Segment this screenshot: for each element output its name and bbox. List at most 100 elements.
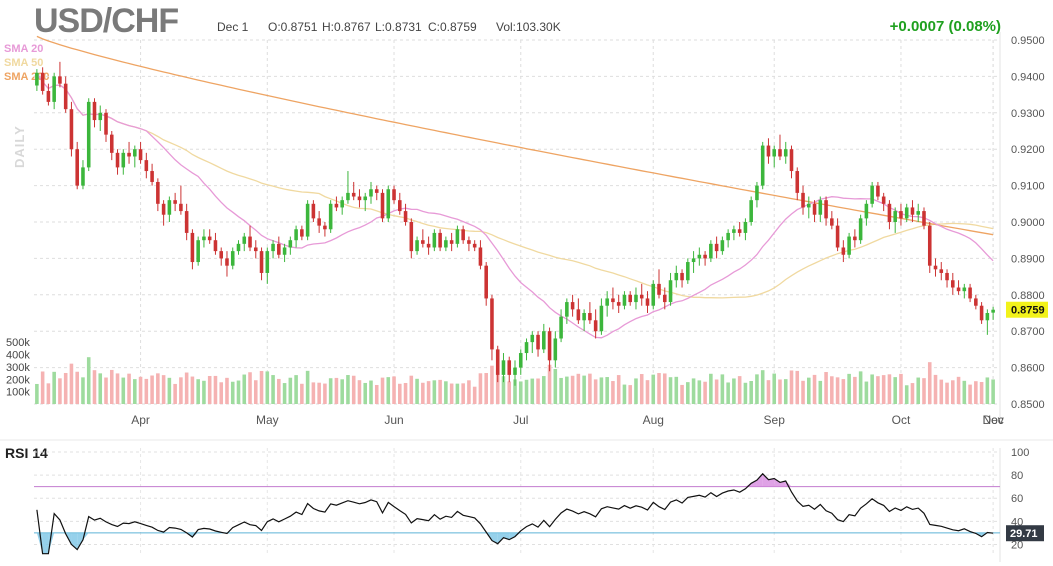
candle-body bbox=[870, 185, 874, 204]
candle-body bbox=[300, 229, 304, 237]
volume-bar bbox=[46, 383, 51, 404]
volume-bar bbox=[876, 376, 880, 404]
volume-bar bbox=[92, 370, 97, 404]
candle-body bbox=[501, 360, 506, 375]
candle-body bbox=[184, 211, 189, 233]
rsi-oversold-fill bbox=[77, 532, 83, 550]
volume-bar bbox=[962, 380, 967, 404]
candle-body bbox=[703, 254, 707, 259]
volume-bar bbox=[985, 377, 990, 404]
rsi-value-label: 29.71 bbox=[1010, 528, 1038, 540]
candle-body bbox=[115, 152, 120, 168]
candle-body bbox=[363, 196, 368, 201]
volume-bar bbox=[530, 378, 535, 404]
rsi-overbought-fill bbox=[785, 481, 792, 487]
volume-bar bbox=[478, 373, 483, 404]
candle-body bbox=[46, 90, 51, 102]
volume-bar bbox=[593, 379, 598, 404]
volume-bar bbox=[547, 364, 552, 404]
candle-body bbox=[294, 229, 298, 241]
volume-bar bbox=[899, 373, 903, 404]
candle-body bbox=[864, 203, 869, 219]
volume-bar bbox=[887, 374, 892, 404]
volume-bar bbox=[956, 376, 961, 404]
volume-bar bbox=[847, 373, 851, 404]
candle-body bbox=[709, 243, 713, 259]
volume-bar bbox=[225, 377, 229, 404]
volume-bar bbox=[536, 378, 540, 404]
candle-body bbox=[518, 353, 523, 368]
volume-bar bbox=[524, 379, 529, 404]
sma50-line bbox=[36, 72, 994, 299]
candle-body bbox=[737, 229, 742, 233]
rsi-oversold-fill bbox=[36, 532, 43, 554]
volume-bar bbox=[974, 381, 978, 404]
volume-bar bbox=[553, 368, 558, 404]
rsi-tick-label: 100 bbox=[1011, 447, 1029, 459]
candle-body bbox=[910, 207, 915, 215]
candle-body bbox=[922, 211, 926, 226]
volume-bar bbox=[703, 381, 707, 404]
volume-bar bbox=[778, 379, 782, 404]
candle-body bbox=[472, 243, 477, 248]
volume-bar bbox=[305, 370, 310, 404]
volume-bar bbox=[196, 379, 200, 404]
candle-body bbox=[847, 236, 851, 255]
candle-body bbox=[444, 240, 448, 248]
candle-body bbox=[662, 294, 667, 303]
candle-body bbox=[467, 240, 471, 244]
candle-body bbox=[812, 203, 817, 215]
volume-tick-label: 200k bbox=[6, 374, 30, 386]
candle-body bbox=[686, 262, 690, 281]
rsi-overbought-fill bbox=[774, 478, 780, 487]
candle-body bbox=[645, 298, 650, 306]
rsi-overbought-fill bbox=[756, 473, 763, 487]
candle-body bbox=[207, 236, 212, 241]
volume-bar bbox=[340, 379, 344, 404]
candle-body bbox=[605, 298, 609, 306]
candle-body bbox=[691, 258, 696, 263]
price-tick-label: 0.9100 bbox=[1011, 181, 1045, 193]
volume-bar bbox=[858, 371, 863, 404]
rsi-title: RSI 14 bbox=[5, 445, 48, 461]
candle-body bbox=[622, 294, 627, 306]
volume-bar bbox=[121, 377, 126, 404]
candle-body bbox=[323, 225, 327, 230]
volume-bar bbox=[421, 382, 425, 404]
volume-bar bbox=[576, 373, 581, 404]
candle-body bbox=[599, 305, 604, 332]
volume-bar bbox=[634, 378, 638, 404]
month-label: May bbox=[256, 413, 279, 427]
rsi-tick-label: 60 bbox=[1011, 493, 1023, 505]
volume-bar bbox=[300, 383, 304, 404]
volume-bar bbox=[167, 377, 172, 404]
volume-bar bbox=[444, 381, 448, 404]
volume-tick-label: 500k bbox=[6, 337, 30, 349]
volume-bar bbox=[518, 381, 523, 404]
candle-body bbox=[415, 240, 419, 252]
candle-body bbox=[985, 313, 990, 321]
volume-bar bbox=[588, 373, 592, 404]
candle-body bbox=[253, 247, 258, 252]
candle-body bbox=[927, 225, 932, 266]
candle-body bbox=[680, 272, 684, 281]
candle-body bbox=[749, 200, 753, 222]
month-label: Apr bbox=[131, 413, 150, 427]
volume-bar bbox=[184, 372, 189, 404]
volume-bar bbox=[472, 386, 477, 404]
month-label: Jul bbox=[513, 413, 528, 427]
volume-bar bbox=[86, 357, 91, 404]
rsi-oversold-fill bbox=[515, 532, 521, 537]
candle-body bbox=[213, 240, 218, 252]
volume-bar bbox=[616, 375, 621, 404]
volume-bar bbox=[230, 381, 235, 404]
volume-bar bbox=[951, 380, 955, 404]
volume-bar bbox=[732, 378, 736, 404]
volume-bar bbox=[714, 379, 719, 404]
volume-bar bbox=[991, 379, 995, 404]
candle-body bbox=[236, 243, 241, 252]
volume-bar bbox=[853, 376, 857, 404]
volume-bar bbox=[922, 378, 926, 404]
candle-body bbox=[588, 313, 592, 321]
candle-body bbox=[536, 334, 540, 350]
